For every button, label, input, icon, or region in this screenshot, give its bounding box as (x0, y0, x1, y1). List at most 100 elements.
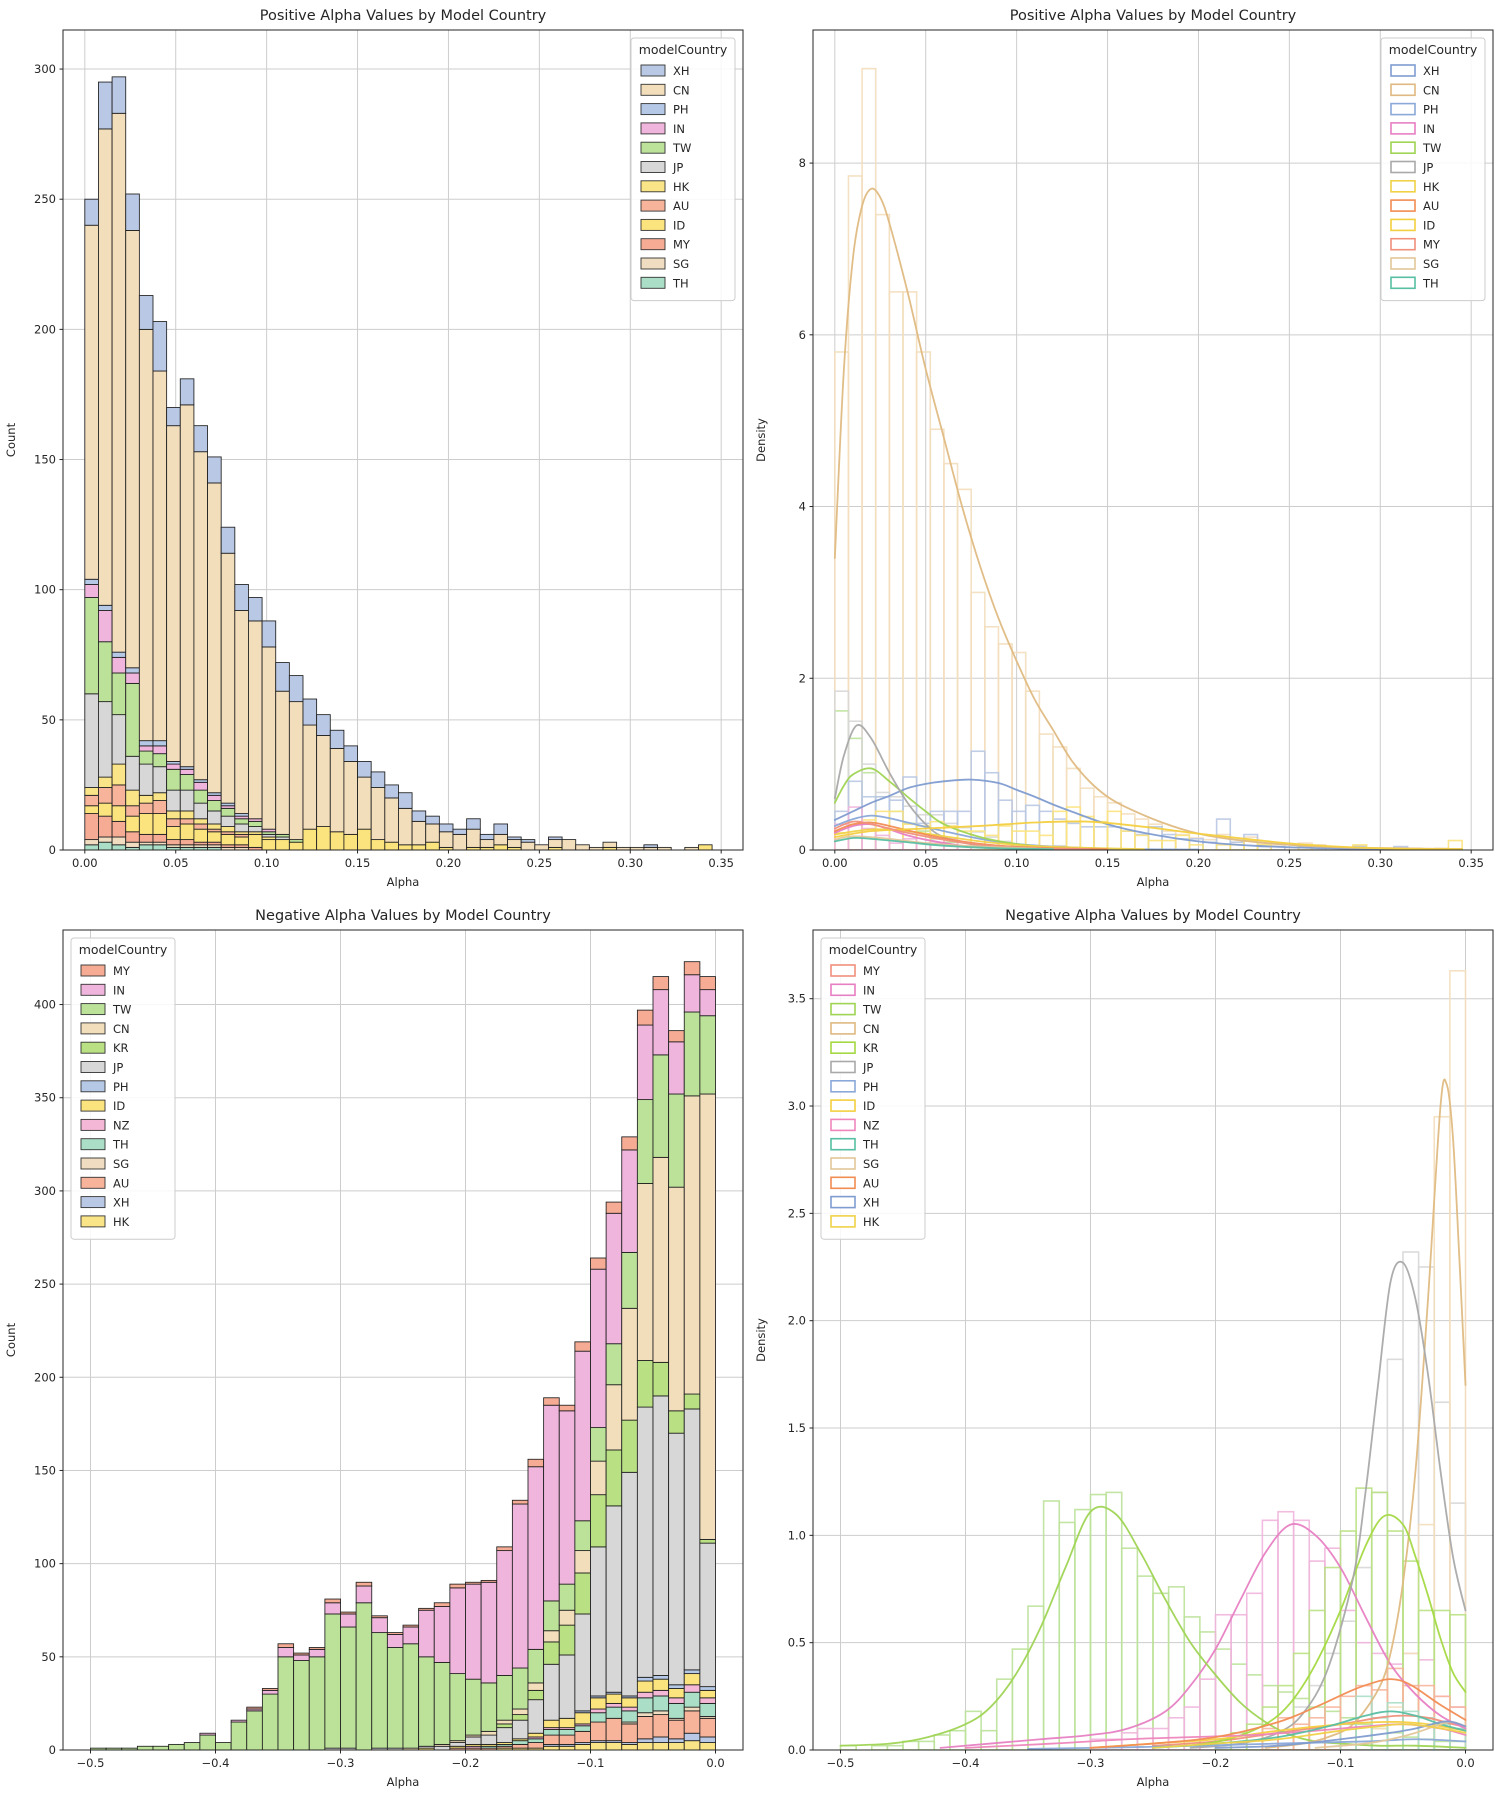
svg-text:PH: PH (113, 1080, 129, 1094)
svg-text:AU: AU (863, 1176, 879, 1190)
chart-positive-density-svg: 0.00 0.05 0.10 0.15 0.20 0.25 0.30 0.35 0 2 4 6 8 Pos… (750, 0, 1500, 900)
svg-text:0.05: 0.05 (913, 856, 939, 870)
svg-text:200: 200 (34, 322, 56, 336)
chart-negative-count-svg: −0.5 −0.4 −0.3 −0.2 −0.1 0.0 0 50 100 150 200 250 30… (0, 900, 750, 1800)
svg-text:0.15: 0.15 (345, 856, 371, 870)
svg-text:2.0: 2.0 (788, 1314, 806, 1328)
svg-text:−0.3: −0.3 (1077, 1756, 1105, 1770)
svg-text:CN: CN (863, 1022, 880, 1036)
svg-text:0.20: 0.20 (436, 856, 462, 870)
svg-text:ID: ID (863, 1099, 875, 1113)
svg-text:ID: ID (673, 218, 685, 232)
svg-text:CN: CN (673, 83, 690, 97)
svg-text:modelCountry: modelCountry (639, 42, 728, 57)
svg-text:JP: JP (1422, 161, 1433, 175)
svg-text:TH: TH (112, 1138, 129, 1152)
svg-text:1.0: 1.0 (788, 1528, 806, 1542)
svg-text:−0.4: −0.4 (202, 1756, 230, 1770)
svg-text:MY: MY (673, 238, 691, 252)
svg-text:6: 6 (799, 328, 806, 342)
svg-text:KR: KR (863, 1041, 879, 1055)
svg-text:modelCountry: modelCountry (1389, 42, 1478, 57)
svg-text:0: 0 (49, 1743, 56, 1757)
svg-text:8: 8 (799, 156, 806, 170)
svg-text:TW: TW (1422, 141, 1441, 155)
svg-text:TW: TW (672, 141, 691, 155)
svg-text:4: 4 (799, 500, 806, 514)
svg-text:0.10: 0.10 (254, 856, 280, 870)
svg-text:JP: JP (112, 1061, 123, 1075)
svg-text:KR: KR (113, 1041, 129, 1055)
svg-text:AU: AU (1423, 199, 1439, 213)
svg-text:modelCountry: modelCountry (829, 942, 918, 957)
svg-text:3.0: 3.0 (788, 1099, 806, 1113)
svg-text:−0.4: −0.4 (952, 1756, 980, 1770)
svg-text:150: 150 (34, 453, 56, 467)
svg-text:SG: SG (113, 1157, 129, 1171)
svg-text:TH: TH (672, 276, 689, 290)
svg-text:CN: CN (113, 1022, 130, 1036)
svg-text:HK: HK (113, 1215, 130, 1229)
svg-text:PH: PH (863, 1080, 879, 1094)
svg-text:HK: HK (863, 1215, 880, 1229)
svg-text:SG: SG (673, 257, 689, 271)
svg-text:0.5: 0.5 (788, 1636, 806, 1650)
svg-text:0.0: 0.0 (706, 1756, 724, 1770)
svg-text:50: 50 (41, 713, 56, 727)
svg-text:−0.1: −0.1 (1327, 1756, 1355, 1770)
svg-text:PH: PH (1423, 103, 1439, 117)
svg-text:1.5: 1.5 (788, 1421, 806, 1435)
svg-text:Alpha: Alpha (387, 1775, 420, 1789)
svg-text:300: 300 (34, 62, 56, 76)
svg-text:IN: IN (863, 983, 875, 997)
chart-positive-count-svg: 0.00 0.05 0.10 0.15 0.20 0.25 0.30 0.35 0 50 100 15… (0, 0, 750, 900)
svg-text:XH: XH (863, 1196, 880, 1210)
svg-text:0.25: 0.25 (1277, 856, 1303, 870)
svg-text:0.10: 0.10 (1004, 856, 1030, 870)
svg-text:NZ: NZ (113, 1118, 130, 1132)
svg-text:Negative Alpha Values by Model: Negative Alpha Values by Model Country (1005, 908, 1301, 924)
svg-text:IN: IN (673, 122, 685, 136)
svg-text:TH: TH (1422, 276, 1439, 290)
svg-text:3.5: 3.5 (788, 992, 806, 1006)
svg-text:modelCountry: modelCountry (79, 942, 168, 957)
svg-text:TH: TH (862, 1138, 879, 1152)
svg-text:0.20: 0.20 (1186, 856, 1212, 870)
svg-text:MY: MY (1423, 238, 1441, 252)
svg-text:Alpha: Alpha (1137, 875, 1170, 889)
svg-text:100: 100 (34, 583, 56, 597)
svg-text:XH: XH (673, 64, 690, 78)
svg-text:0.0: 0.0 (1456, 1756, 1474, 1770)
svg-text:Negative Alpha Values by Model: Negative Alpha Values by Model Country (255, 908, 551, 924)
svg-text:Count: Count (4, 1322, 18, 1357)
svg-text:MY: MY (863, 964, 881, 978)
svg-text:0.0: 0.0 (788, 1743, 806, 1757)
svg-text:200: 200 (34, 1370, 56, 1384)
svg-text:XH: XH (113, 1196, 130, 1210)
svg-text:Count: Count (4, 422, 18, 457)
svg-text:SG: SG (1423, 257, 1439, 271)
svg-text:0.25: 0.25 (527, 856, 553, 870)
svg-text:300: 300 (34, 1184, 56, 1198)
svg-text:0.00: 0.00 (72, 856, 98, 870)
svg-text:−0.2: −0.2 (452, 1756, 480, 1770)
svg-text:ID: ID (1423, 218, 1435, 232)
svg-text:−0.1: −0.1 (577, 1756, 605, 1770)
svg-text:0.05: 0.05 (163, 856, 189, 870)
chart-negative-density: −0.5 −0.4 −0.3 −0.2 −0.1 0.0 0.0 0.5 1.0 1.5 2.0 2.… (750, 900, 1500, 1800)
svg-text:0: 0 (799, 843, 806, 857)
svg-text:AU: AU (673, 199, 689, 213)
chart-positive-density: 0.00 0.05 0.10 0.15 0.20 0.25 0.30 0.35 0 2 4 6 8 Pos… (750, 0, 1500, 900)
svg-text:HK: HK (673, 180, 690, 194)
svg-text:TW: TW (862, 1003, 881, 1017)
chart-negative-density-svg: −0.5 −0.4 −0.3 −0.2 −0.1 0.0 0.0 0.5 1.0 1.5 2.0 2.… (750, 900, 1500, 1800)
svg-text:0: 0 (49, 843, 56, 857)
svg-text:0.35: 0.35 (1458, 856, 1484, 870)
svg-text:MY: MY (113, 964, 131, 978)
svg-text:250: 250 (34, 192, 56, 206)
svg-text:JP: JP (862, 1061, 873, 1075)
svg-text:0.30: 0.30 (1367, 856, 1393, 870)
svg-text:Positive Alpha Values by Model: Positive Alpha Values by Model Country (260, 8, 547, 24)
svg-text:Density: Density (754, 418, 768, 462)
